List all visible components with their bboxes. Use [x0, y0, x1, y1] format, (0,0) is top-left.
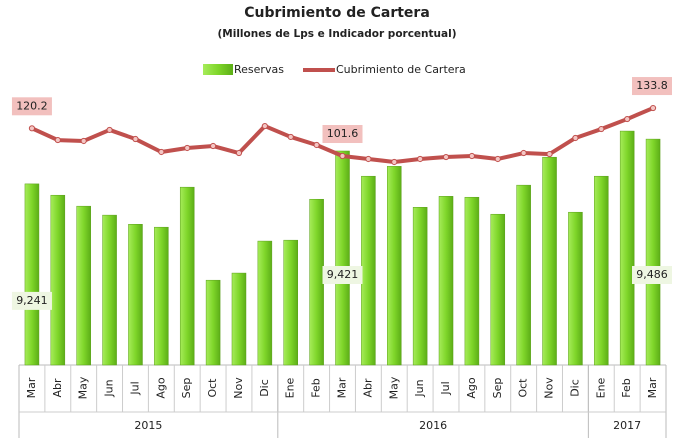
bar: [619, 130, 635, 366]
x-tick-label: Jul: [128, 381, 141, 395]
x-tick-label: Sep: [491, 378, 504, 399]
bar: [542, 156, 557, 366]
bar: [76, 205, 91, 366]
line-marker: [598, 125, 605, 133]
bar: [568, 211, 583, 366]
bar: [490, 213, 506, 366]
x-tick-label: Dic: [568, 379, 581, 397]
data-label: 9,241: [16, 294, 48, 307]
line-marker: [80, 137, 87, 145]
x-tick-label: May: [77, 376, 90, 399]
group-label: 2016: [419, 419, 447, 432]
line-marker: [210, 142, 217, 150]
bar: [464, 196, 480, 366]
x-tick-label: Ago: [154, 377, 167, 399]
line-marker: [339, 152, 346, 160]
bar: [309, 198, 324, 366]
line-marker: [158, 148, 165, 156]
x-tick-label: Sep: [180, 378, 193, 399]
x-tick-label: Mar: [25, 377, 38, 398]
x-tick-label: Ago: [465, 377, 478, 399]
x-tick-label: Jul: [439, 381, 452, 395]
line-marker: [106, 126, 113, 134]
legend-swatch: [203, 64, 233, 75]
x-tick-label: Mar: [646, 377, 659, 398]
chart-subtitle: (Millones de Lps e Indicador porcentual): [217, 28, 456, 40]
x-tick-label: Nov: [232, 377, 245, 399]
x-tick-label: Feb: [310, 378, 323, 397]
line-marker: [572, 134, 579, 142]
line-marker: [132, 135, 139, 143]
bar: [102, 214, 117, 366]
line-marker: [313, 141, 320, 149]
group-label: 2015: [134, 419, 162, 432]
legend: Reservas Cubrimiento de Cartera: [203, 63, 466, 76]
line-marker: [261, 122, 268, 130]
line-marker: [649, 104, 657, 112]
line-marker: [417, 155, 424, 163]
bar: [387, 166, 402, 366]
line-marker: [287, 133, 294, 141]
bar: [412, 207, 428, 366]
bar: [24, 183, 40, 366]
x-tick-label: Abr: [51, 378, 64, 398]
line-marker: [235, 149, 243, 157]
line-marker: [468, 152, 475, 160]
line-marker: [442, 153, 450, 161]
data-label-box: [322, 266, 363, 284]
line-marker: [365, 155, 372, 163]
x-tick-label: Nov: [543, 377, 556, 399]
line-marker: [520, 149, 527, 157]
bar: [50, 194, 66, 366]
bar: [438, 196, 454, 366]
bar: [257, 240, 273, 366]
x-tick-label: Ene: [594, 377, 607, 398]
data-label-box: [11, 291, 52, 310]
x-tick-label: Jun: [413, 379, 426, 397]
line-marker: [546, 150, 553, 158]
data-label: 9,421: [327, 268, 359, 281]
x-tick-label: Ene: [284, 377, 297, 398]
data-label-box: [632, 266, 672, 284]
x-tick-label: Oct: [206, 378, 219, 398]
data-label-box: [632, 77, 672, 96]
bar: [179, 186, 195, 366]
x-tick-label: Mar: [336, 377, 349, 398]
bar: [645, 138, 661, 366]
line-marker: [494, 155, 501, 163]
bar: [231, 272, 247, 366]
bar: [128, 224, 143, 366]
group-label: 2017: [613, 419, 641, 432]
bar: [361, 175, 376, 366]
bar: [154, 226, 169, 366]
legend-label: Cubrimiento de Cartera: [336, 63, 466, 76]
data-label: 120.2: [16, 99, 48, 112]
bar: [594, 175, 609, 366]
x-tick-label: Oct: [517, 378, 530, 398]
line-marker: [28, 125, 36, 132]
data-label-box: [322, 125, 363, 144]
chart-title: Cubrimiento de Cartera: [244, 5, 430, 21]
bar: [335, 150, 350, 366]
line-marker: [391, 158, 398, 166]
line-marker: [184, 144, 191, 152]
line-marker: [624, 115, 631, 123]
x-tick-label: Jun: [103, 379, 116, 397]
x-tick-label: Abr: [361, 378, 374, 398]
bar: [516, 184, 531, 366]
bar: [205, 279, 221, 366]
bar: [283, 239, 298, 366]
x-tick-label: Dic: [258, 379, 271, 397]
x-tick-label: Feb: [620, 378, 633, 397]
x-tick-label: May: [387, 376, 400, 399]
data-label: 9,486: [636, 268, 668, 281]
legend-label: Reservas: [234, 63, 284, 76]
data-label: 133.8: [636, 79, 668, 92]
line-marker: [54, 136, 61, 144]
data-label: 101.6: [327, 127, 359, 140]
data-label-box: [11, 97, 52, 116]
